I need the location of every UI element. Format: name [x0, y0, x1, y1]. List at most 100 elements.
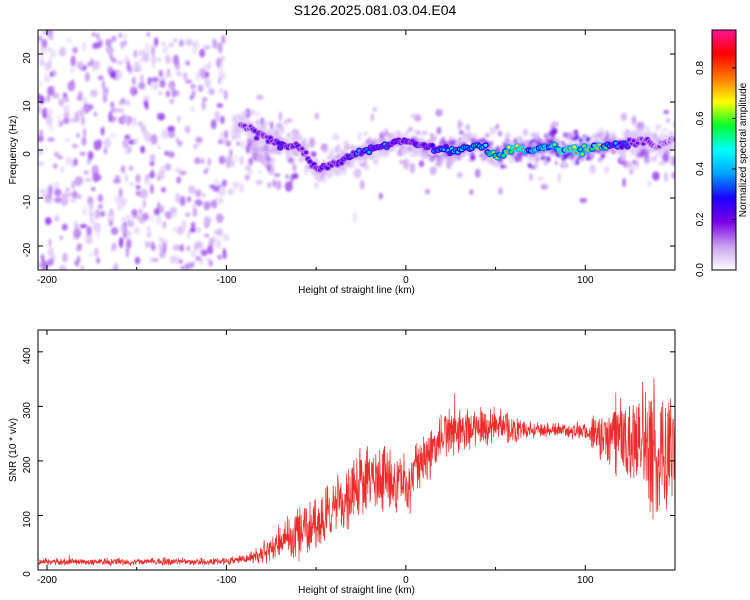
ridge-halo — [484, 133, 490, 138]
noise-blob — [109, 132, 118, 138]
noise-blob — [197, 84, 204, 93]
noise-blob — [67, 81, 76, 92]
noise-blob — [245, 136, 253, 144]
noise-blob — [175, 255, 181, 265]
ridge-peak — [483, 143, 488, 147]
noise-blob — [258, 169, 262, 174]
ridge-halo — [336, 145, 342, 153]
ridge-peak — [617, 141, 622, 145]
noise-blob — [40, 260, 49, 270]
noise-blob — [658, 161, 666, 166]
ridge-peak — [580, 152, 584, 156]
ridge-peak — [254, 136, 259, 140]
noise-blob — [219, 87, 223, 94]
ridge-halo — [654, 153, 660, 158]
noise-blob — [193, 42, 197, 47]
noise-blob — [603, 166, 610, 174]
snr-plot-frame — [37, 329, 676, 571]
ridge-halo — [573, 129, 579, 135]
noise-blob — [194, 242, 198, 251]
noise-blob — [469, 189, 474, 196]
noise-blob — [172, 54, 180, 66]
noise-blob — [118, 32, 123, 39]
noise-blob — [292, 173, 299, 179]
ridge-halo — [652, 157, 657, 161]
noise-blob — [554, 160, 558, 166]
noise-blob — [98, 139, 102, 149]
noise-blob — [239, 182, 244, 194]
ridge-halo — [472, 133, 478, 138]
ridge-halo — [277, 131, 283, 137]
y-tick-label: 20 — [22, 52, 33, 64]
noise-blob — [222, 247, 226, 259]
noise-blob — [218, 42, 223, 54]
noise-blob — [255, 179, 263, 185]
noise-blob — [140, 74, 144, 84]
noise-blob — [175, 192, 181, 204]
noise-blob — [110, 107, 117, 114]
ridge-halo — [517, 136, 522, 141]
noise-blob — [128, 165, 134, 172]
noise-blob — [190, 249, 197, 258]
noise-blob — [95, 229, 101, 240]
noise-blob — [435, 109, 443, 117]
noise-blob — [158, 91, 163, 96]
noise-blob — [38, 262, 41, 268]
noise-blob — [102, 198, 106, 204]
noise-blob — [122, 116, 130, 124]
ridge-halo — [459, 155, 463, 160]
noise-blob — [170, 213, 178, 218]
x-axis-label: Height of straight line (km) — [298, 585, 415, 596]
noise-blob — [162, 220, 167, 229]
ridge-halo — [304, 143, 311, 149]
noise-blob — [167, 130, 176, 139]
noise-blob — [126, 60, 131, 71]
noise-blob — [138, 208, 143, 215]
noise-blob — [174, 167, 182, 174]
ridge-halo — [357, 161, 363, 165]
noise-blob — [191, 203, 198, 208]
noise-blob — [157, 201, 161, 210]
noise-blob — [172, 244, 181, 252]
ridge-peak — [625, 145, 630, 149]
noise-blob — [196, 226, 201, 234]
noise-blob — [230, 129, 236, 134]
noise-blob — [169, 98, 175, 104]
noise-blob — [424, 188, 431, 195]
noise-blob — [255, 110, 261, 118]
noise-blob — [118, 187, 123, 199]
ridge-halo — [317, 176, 322, 183]
noise-blob — [84, 72, 90, 82]
noise-blob — [69, 198, 77, 203]
noise-blob — [105, 38, 112, 46]
ridge-peak — [657, 145, 661, 149]
noise-blob — [149, 161, 155, 167]
noise-blob — [135, 63, 142, 73]
ridge-halo — [363, 157, 367, 162]
colorbar-tick-label: 0.0 — [695, 263, 706, 277]
noise-blob — [91, 32, 96, 37]
noise-blob — [44, 217, 52, 226]
noise-blob — [110, 226, 119, 236]
noise-blob — [128, 181, 135, 187]
ridge-halo — [580, 157, 585, 162]
noise-blob — [124, 173, 129, 183]
noise-blob — [38, 79, 42, 88]
ridge-halo — [551, 127, 558, 135]
ridge-halo — [651, 135, 659, 142]
noise-blob — [179, 195, 186, 207]
noise-blob — [43, 77, 52, 82]
noise-blob — [48, 33, 54, 41]
ridge-halo — [550, 150, 555, 154]
noise-blob — [200, 158, 205, 165]
noise-blob — [204, 77, 211, 88]
noise-blob — [409, 162, 416, 174]
x-tick-label: 100 — [577, 275, 594, 286]
noise-blob — [244, 174, 250, 181]
noise-blob — [133, 49, 138, 59]
ridge-halo — [249, 109, 255, 116]
noise-blob — [208, 259, 213, 267]
noise-blob — [189, 95, 194, 100]
ridge-halo — [401, 132, 405, 139]
noise-blob — [75, 223, 79, 232]
